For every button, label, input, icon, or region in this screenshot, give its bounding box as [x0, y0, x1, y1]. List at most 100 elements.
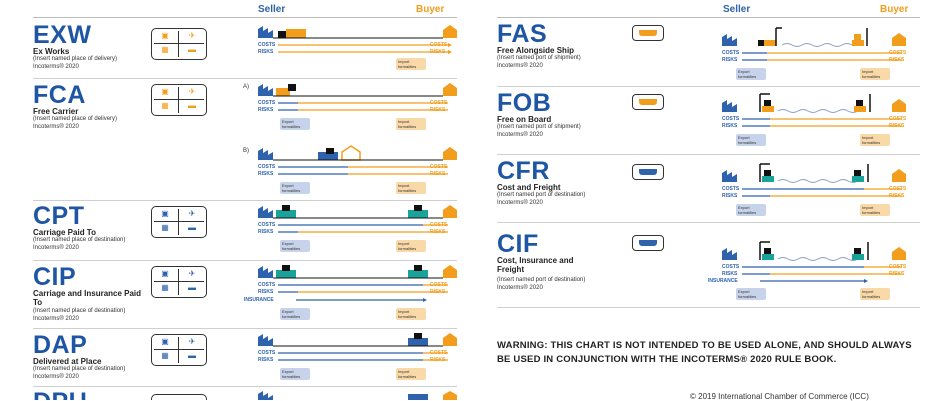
cargo-box-icon [282, 265, 290, 271]
factory-icon [258, 148, 273, 160]
term-edition: Incoterms® 2020 [33, 124, 79, 130]
term-edition: Incoterms® 2020 [33, 316, 79, 322]
term-row-exw: EXW Ex Works (Insert named place of deli… [33, 18, 457, 79]
term-row-cip: CIP Carriage and Insurance Paid To (Inse… [33, 260, 457, 329]
flow-graphic [258, 145, 457, 175]
warehouse-icon [892, 99, 906, 112]
factory-icon [258, 391, 273, 400]
risks-label: RISKS [258, 49, 274, 55]
risks-label-buyer: RISKS [430, 107, 446, 113]
import-formalities-tag: Import formalities [860, 204, 890, 216]
factory-icon [258, 334, 273, 346]
cargo-box-icon [854, 248, 861, 254]
term-edition: Incoterms® 2020 [497, 132, 543, 138]
export-formalities-tag: Export formalities [736, 288, 766, 300]
costs-label: COSTS [722, 116, 740, 122]
truck-icon [276, 270, 296, 278]
flow-lane-a: COSTS RISKS COSTS RISKS Export formaliti… [258, 78, 458, 138]
ship-icon: ▬ [188, 351, 196, 360]
export-formalities-tag: Export formalities [280, 182, 310, 194]
flow-graphic [258, 83, 457, 111]
costs-label-buyer: COSTS [430, 222, 448, 228]
ship-icon [639, 99, 657, 105]
costs-label-buyer: COSTS [430, 350, 448, 356]
warehouse-icon [443, 83, 457, 96]
term-edition: Incoterms® 2020 [497, 63, 543, 69]
costs-label: COSTS [722, 264, 740, 270]
term-place: (Insert named place of destination) [33, 237, 126, 243]
term-row-cif: CIF Cost, Insurance and Freight (Insert … [497, 222, 920, 308]
truck-icon: ▣ [161, 87, 169, 96]
costs-label-buyer: COSTS [430, 164, 448, 170]
transport-modes-icon: ▣ ✈ ▦ ▬ [151, 266, 207, 298]
risks-label-buyer: RISKS [430, 289, 446, 295]
truck-icon [286, 29, 306, 38]
cargo-box-icon [282, 205, 290, 211]
ship-icon [639, 240, 657, 246]
train-icon: ▦ [161, 101, 169, 110]
sea-transport-icon [632, 164, 664, 180]
ship-icon [852, 40, 864, 46]
term-row-cpt: CPT Carriage Paid To (Insert named place… [33, 200, 457, 261]
costs-label-buyer: COSTS [889, 264, 907, 270]
warehouse-icon [443, 147, 457, 160]
export-formalities-tag: Export formalities [280, 308, 310, 320]
truck-icon: ▣ [161, 269, 169, 278]
risks-label: RISKS [258, 107, 274, 113]
sea-transport-icon [632, 235, 664, 251]
costs-label: COSTS [258, 42, 276, 48]
warehouse-icon [443, 25, 457, 38]
import-formalities-tag: Import formalities [860, 68, 890, 80]
costs-label: COSTS [258, 100, 276, 106]
flow-graphic [258, 25, 457, 54]
flow-graphic [258, 333, 457, 361]
warehouse-icon [443, 265, 457, 278]
ship-icon [854, 106, 866, 112]
costs-label-buyer: COSTS [430, 282, 448, 288]
risks-label-buyer: RISKS [889, 123, 905, 129]
ship-icon [762, 254, 774, 260]
risks-label-buyer: RISKS [889, 193, 905, 199]
cargo-box-icon [764, 170, 771, 176]
header-rule [497, 17, 920, 18]
costs-label: COSTS [722, 186, 740, 192]
term-name: Free Carrier [33, 107, 79, 116]
option-a-label: A) [243, 84, 249, 90]
risks-label-buyer: RISKS [430, 229, 446, 235]
flow-lane: COSTS RISKS COSTS RISKS Import formaliti… [258, 18, 458, 78]
buyer-header: Buyer [880, 4, 909, 15]
risks-label: RISKS [258, 289, 274, 295]
option-b-label: B) [243, 148, 249, 154]
ship-icon [639, 30, 657, 36]
term-name: Free on Board [497, 115, 552, 124]
sea-transport-icon [632, 94, 664, 110]
import-formalities-tag: Import formalities [396, 118, 426, 130]
plane-icon: ✈ [188, 269, 196, 278]
risks-label: RISKS [722, 271, 738, 277]
plane-icon: ✈ [188, 337, 196, 346]
import-formalities-tag: Import formalities [396, 368, 426, 380]
flow-graphic [258, 265, 457, 302]
cargo-box-icon [326, 148, 334, 154]
costs-label: COSTS [258, 282, 276, 288]
ship-icon [852, 176, 864, 182]
truck-icon [276, 88, 290, 96]
insurance-label: INSURANCE [708, 278, 738, 284]
transport-modes-icon [151, 394, 207, 400]
cargo-box-icon [764, 248, 771, 254]
costs-label-buyer: COSTS [889, 116, 907, 122]
truck-icon [276, 210, 296, 218]
factory-icon [722, 248, 737, 260]
term-name: Cost and Freight [497, 183, 561, 192]
factory-icon [722, 100, 737, 112]
term-code: CIP [33, 263, 77, 291]
term-place: (Insert named port of shipment) [497, 124, 581, 130]
flow-lane: COSTS RISKS COSTS RISKS Export formaliti… [722, 86, 920, 154]
import-formalities-tag: Import formalities [396, 58, 426, 70]
costs-label: COSTS [258, 222, 276, 228]
term-place: (Insert named place of delivery) [33, 116, 118, 122]
term-code: DAP [33, 331, 88, 359]
factory-icon [722, 34, 737, 46]
transport-modes-icon: ▣ ✈ ▦ ▬ [151, 334, 207, 366]
term-name: Carriage Paid To [33, 228, 96, 237]
